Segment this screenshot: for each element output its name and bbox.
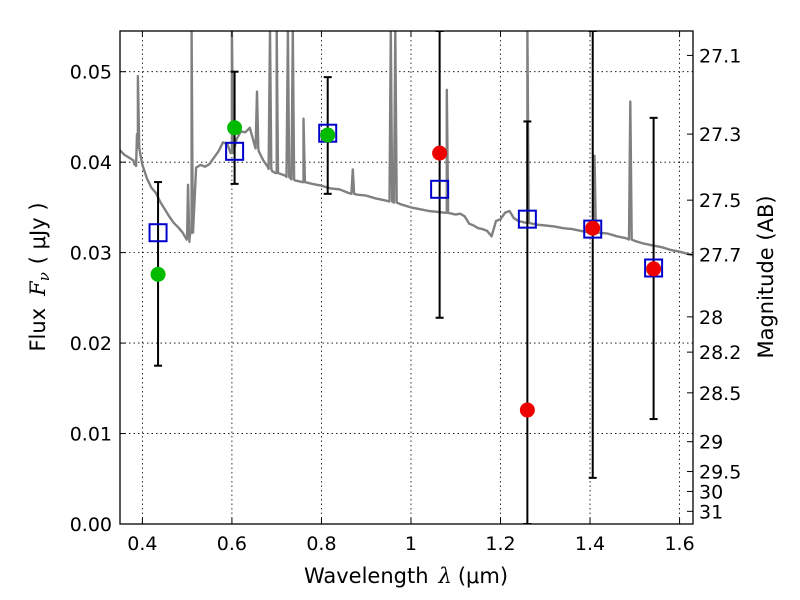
tick-labels: 0.4 0.6 0.8 1 1.2 1.4 1.6 0.00 0.01 0.02 0.03 0.04 0…	[70, 45, 742, 555]
x-axis-label-unit: (μm)	[458, 564, 508, 588]
model-spectrum	[120, 31, 693, 257]
y-tick-label: 0.03	[70, 243, 112, 265]
y2-tick-label: 27.7	[699, 244, 741, 266]
x-tick-label: 1.2	[485, 533, 515, 555]
y2-tick-label: 27.5	[699, 190, 741, 212]
y-tick-label: 0.01	[70, 424, 112, 446]
y2-tick-label: 28.2	[699, 342, 741, 364]
grid	[120, 31, 693, 525]
detection-point	[150, 266, 166, 282]
y-axis-label-subscript: ν	[35, 272, 53, 281]
model-photometry-square	[430, 179, 450, 199]
y2-tick-label: 28	[699, 307, 723, 329]
x-tick-label: 1.6	[664, 533, 694, 555]
plot-area	[120, 31, 693, 524]
x-tick-label: 1.4	[575, 533, 605, 555]
ticks	[120, 31, 693, 525]
x-tick-label: 0.8	[306, 533, 336, 555]
x-axis-label: Wavelength λ (μm)	[304, 564, 508, 588]
y-axis-label-symbol: F	[26, 280, 50, 297]
x-axis-label-symbol: λ	[438, 564, 452, 588]
model-photometry-square	[644, 258, 664, 278]
y2-axis-label: Magnitude (AB)	[754, 195, 778, 358]
observation-point	[432, 145, 448, 161]
model-photometry-square	[517, 209, 537, 229]
markers	[148, 120, 664, 418]
x-tick-label: 0.6	[217, 533, 247, 555]
error-bars	[154, 31, 658, 524]
y2-tick-label: 27.3	[699, 124, 741, 146]
y2-tick-label: 28.5	[699, 383, 741, 405]
y2-tick-label: 30	[699, 481, 723, 503]
x-tick-label: 1	[405, 533, 417, 555]
y2-tick-label: 29	[699, 432, 723, 454]
y-tick-label: 0.04	[70, 152, 112, 174]
y2-tick-label: 31	[699, 501, 723, 523]
model-photometry-square	[583, 219, 603, 239]
x-axis-label-text: Wavelength	[304, 564, 429, 588]
x-tick-label: 0.4	[127, 533, 157, 555]
y-axis-label: Flux Fν ( μJy )	[26, 202, 53, 351]
y-tick-label: 0.02	[70, 333, 112, 355]
plot-frame	[119, 30, 694, 525]
y2-tick-label: 29.5	[699, 462, 741, 484]
y-axis-label-unit: ( μJy )	[26, 202, 50, 264]
y-tick-label: 0.00	[70, 514, 112, 536]
y-axis-label-text: Flux	[26, 308, 50, 352]
y2-tick-label: 27.1	[699, 45, 741, 67]
observation-point	[646, 261, 662, 277]
model-spectrum-line	[120, 31, 693, 257]
model-photometry-square	[225, 141, 245, 161]
observation-point	[585, 220, 601, 236]
observation-point	[519, 402, 535, 418]
y-tick-label: 0.05	[70, 62, 112, 84]
detection-point	[227, 120, 243, 136]
model-photometry-square	[148, 223, 168, 243]
detection-point	[320, 127, 336, 143]
